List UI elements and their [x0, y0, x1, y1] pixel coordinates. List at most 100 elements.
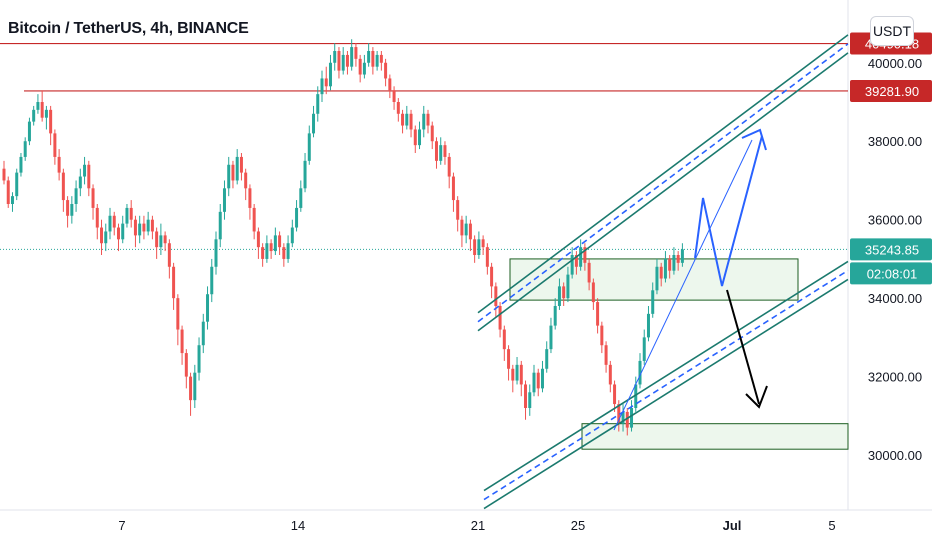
candle: [167, 239, 171, 279]
candle: [57, 149, 61, 181]
candle: [15, 168, 19, 201]
candle: [27, 117, 31, 146]
candle: [638, 353, 642, 389]
candle: [70, 196, 74, 224]
candle-body: [320, 78, 324, 95]
candle-body: [591, 282, 595, 303]
candle: [379, 51, 383, 71]
candle-body: [218, 211, 222, 240]
candle: [418, 121, 422, 150]
candle: [53, 129, 57, 165]
candle-body: [524, 384, 528, 408]
candle: [36, 94, 40, 114]
candle-body: [70, 204, 74, 216]
candle-body: [159, 235, 163, 248]
candle-body: [44, 109, 48, 118]
candle-body: [392, 90, 396, 102]
candle: [150, 215, 154, 240]
candle-body: [545, 349, 549, 369]
candle-body: [328, 62, 332, 87]
candle-body: [672, 255, 676, 271]
candle: [40, 90, 44, 122]
candle: [6, 176, 10, 208]
candle: [108, 207, 112, 240]
candle-body: [375, 54, 379, 67]
candle-body: [121, 223, 125, 240]
candle: [557, 278, 561, 310]
candle: [197, 337, 201, 381]
candle-body: [180, 329, 184, 354]
candle: [663, 251, 667, 283]
candle: [23, 137, 27, 161]
candle-body: [553, 306, 557, 326]
candle-body: [303, 160, 307, 189]
candle: [655, 258, 659, 295]
candle: [532, 364, 536, 397]
candle-body: [451, 176, 455, 201]
candle-body: [680, 249, 684, 263]
candle: [447, 153, 451, 189]
candle-body: [341, 54, 345, 71]
candle-body: [443, 145, 447, 157]
candle: [434, 137, 438, 169]
candle-body: [239, 156, 243, 173]
candle: [159, 223, 163, 255]
candle: [61, 168, 65, 212]
price-label-last-price: 35243.85: [850, 238, 932, 261]
candle-body: [83, 164, 87, 177]
candle-body: [227, 164, 231, 189]
candle: [210, 258, 214, 303]
candle-body: [439, 145, 443, 161]
candle-body: [625, 411, 629, 428]
candle-body: [273, 235, 277, 252]
candle: [345, 51, 349, 75]
candle-body: [477, 239, 481, 255]
candle-body: [32, 109, 36, 122]
candle: [100, 219, 104, 255]
candle: [502, 325, 506, 361]
bullish-projection: [694, 128, 767, 287]
candle: [193, 364, 197, 408]
candle: [142, 215, 146, 240]
candle: [358, 54, 362, 83]
candle: [536, 368, 540, 397]
candle-body: [129, 207, 133, 220]
candle: [87, 160, 91, 197]
y-tick-label: 40000.00: [868, 56, 922, 71]
candle-body: [197, 345, 201, 373]
candle: [95, 204, 99, 240]
candle-body: [235, 156, 239, 181]
candle-body: [125, 207, 129, 224]
candle-body: [15, 172, 19, 197]
candle-body: [333, 51, 337, 63]
candle: [642, 329, 646, 365]
candle-body: [201, 321, 205, 346]
candle: [409, 109, 413, 138]
candle-body: [655, 266, 659, 291]
chart-title: Bitcoin / TetherUS, 4h, BINANCE: [8, 20, 249, 37]
candle: [545, 341, 549, 373]
candle-body: [634, 384, 638, 408]
candle: [451, 172, 455, 212]
candle: [384, 58, 388, 87]
candle: [562, 282, 566, 306]
candle: [282, 243, 286, 267]
candle: [324, 66, 328, 95]
candle-body: [617, 404, 621, 424]
arrow-head-icon: [745, 385, 768, 409]
channel-midline: [483, 269, 849, 501]
candle: [116, 223, 120, 252]
candle: [201, 313, 205, 354]
candle-body: [630, 408, 634, 428]
candle: [74, 180, 78, 212]
candle-body: [608, 364, 612, 385]
candle: [515, 357, 519, 385]
currency-button[interactable]: USDT: [870, 16, 914, 46]
candle-body: [646, 313, 650, 338]
support-zone: [581, 423, 849, 450]
candle: [248, 184, 252, 220]
candle-body: [133, 219, 137, 236]
price-label-text: 35243.85: [865, 242, 919, 257]
